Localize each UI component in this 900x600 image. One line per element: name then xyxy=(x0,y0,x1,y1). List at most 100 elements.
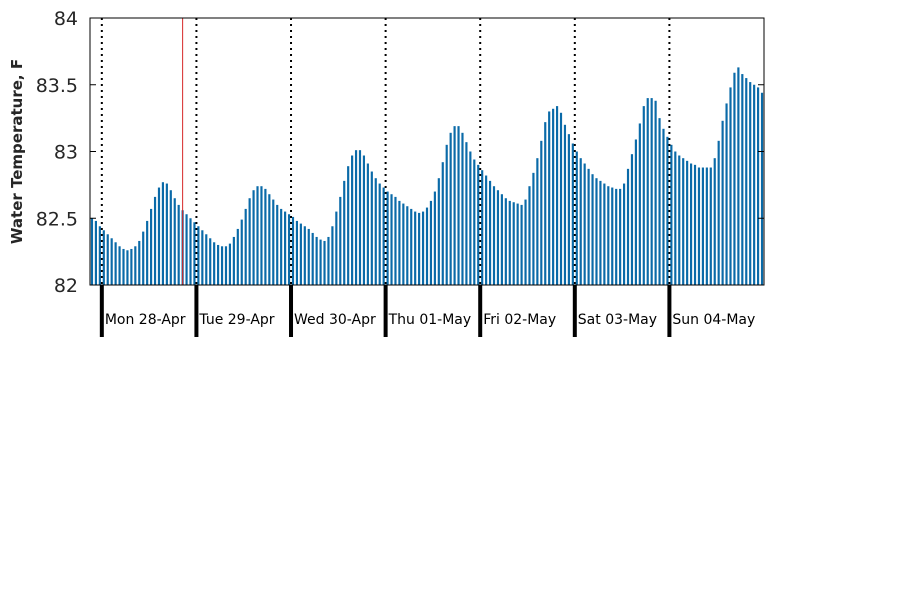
bar xyxy=(299,223,302,285)
bar xyxy=(414,211,417,285)
day-label: Sat 03-May xyxy=(578,312,657,328)
bar xyxy=(709,167,712,285)
bar xyxy=(552,108,555,285)
bar xyxy=(563,124,567,285)
bar xyxy=(512,202,515,285)
bar xyxy=(583,163,586,285)
bar xyxy=(150,208,153,285)
bar xyxy=(567,134,570,285)
bar xyxy=(745,78,748,285)
bar xyxy=(378,183,381,285)
bar xyxy=(291,216,295,285)
bar xyxy=(508,200,511,285)
bar xyxy=(142,231,145,285)
bar xyxy=(256,186,259,285)
bar xyxy=(741,74,744,285)
bar xyxy=(760,92,764,285)
bar xyxy=(134,246,137,285)
bar xyxy=(733,72,736,285)
y-tick-label: 84 xyxy=(54,8,78,30)
bar xyxy=(169,190,172,285)
bar xyxy=(705,167,708,285)
bar xyxy=(193,222,196,285)
bar xyxy=(425,207,429,285)
bar xyxy=(536,158,539,285)
bar xyxy=(220,246,224,285)
bar xyxy=(555,106,559,285)
bar xyxy=(528,186,531,285)
bar xyxy=(437,178,440,285)
bar xyxy=(248,198,251,285)
bar xyxy=(496,190,500,285)
bar xyxy=(445,144,448,285)
bar xyxy=(729,87,732,285)
bar xyxy=(102,230,105,285)
bar xyxy=(390,194,393,285)
bar xyxy=(323,240,326,285)
bar xyxy=(319,239,322,285)
bar xyxy=(642,106,645,285)
bar xyxy=(252,190,255,285)
bar xyxy=(689,163,693,285)
bar xyxy=(410,208,413,285)
bar xyxy=(654,100,657,286)
bar xyxy=(153,196,157,285)
bar xyxy=(626,168,630,285)
bar xyxy=(713,158,716,285)
bar xyxy=(114,242,117,285)
bar xyxy=(449,132,452,285)
bar xyxy=(303,226,306,285)
day-label: Fri 02-May xyxy=(483,312,556,328)
day-label: Thu 01-May xyxy=(388,312,472,328)
day-label: Tue 29-Apr xyxy=(198,312,274,328)
y-tick-label: 83.5 xyxy=(36,75,78,97)
bar xyxy=(717,140,720,285)
bar xyxy=(481,170,484,285)
bar xyxy=(201,230,204,285)
bar xyxy=(185,214,188,285)
bar xyxy=(280,208,283,285)
bar xyxy=(559,112,563,285)
bar xyxy=(599,180,602,285)
bar xyxy=(217,244,220,285)
bar xyxy=(295,220,299,285)
bar xyxy=(619,188,622,285)
bar xyxy=(638,123,641,285)
bar xyxy=(189,218,192,285)
bar xyxy=(197,226,200,285)
bar xyxy=(126,250,129,285)
bar xyxy=(753,84,756,285)
bar xyxy=(146,220,149,285)
bar xyxy=(485,175,488,285)
bar xyxy=(433,191,436,285)
bar xyxy=(287,214,291,285)
bar xyxy=(94,220,97,285)
y-axis-ticks: 82 82.5 83 83.5 84 xyxy=(36,8,764,297)
bar xyxy=(421,211,425,285)
bar xyxy=(701,167,704,285)
bar xyxy=(335,211,338,285)
bar xyxy=(284,211,287,285)
bar xyxy=(488,180,492,285)
bar xyxy=(264,188,267,285)
bar xyxy=(165,183,168,285)
bar xyxy=(646,98,649,285)
bar xyxy=(595,178,598,285)
bar xyxy=(477,164,480,285)
bar xyxy=(386,191,389,285)
bar xyxy=(461,132,464,285)
bar xyxy=(757,87,760,285)
bar xyxy=(682,158,685,285)
bar xyxy=(354,150,358,285)
bar xyxy=(630,154,634,285)
bars-group xyxy=(90,67,764,286)
day-ticks: Mon 28-Apr Tue 29-Apr Wed 30-Apr Thu 01-May… xyxy=(99,285,755,337)
day-gridlines xyxy=(100,18,671,285)
bar xyxy=(106,234,109,285)
bar xyxy=(307,228,310,285)
bar xyxy=(276,204,279,285)
bar xyxy=(579,158,582,285)
bar xyxy=(603,183,606,285)
bar xyxy=(492,186,496,285)
bar xyxy=(544,122,547,285)
